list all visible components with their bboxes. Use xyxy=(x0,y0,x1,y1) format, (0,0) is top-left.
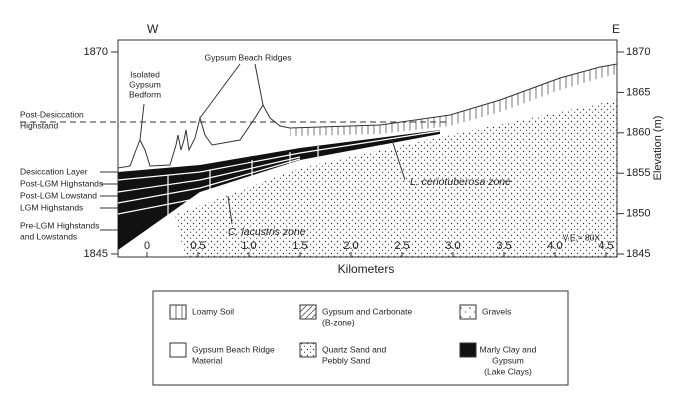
zone-label: C. lacustris zone xyxy=(228,226,306,238)
y-tick-label: 1845 xyxy=(84,248,108,260)
legend-label: Gravels xyxy=(482,306,511,316)
legend-label: Gypsum xyxy=(492,355,524,365)
east-label: E xyxy=(612,22,620,36)
y-tick-label: 1870 xyxy=(626,46,650,58)
x-tick-label: 4.5 xyxy=(598,240,613,252)
legend-label: (Lake Clays) xyxy=(484,366,532,376)
x-tick-label: 0.5 xyxy=(190,240,205,252)
ve-label: V.E.≈ 80X xyxy=(563,232,601,242)
x-tick-label: 1.0 xyxy=(241,240,256,252)
legend-label: Pebbly Sand xyxy=(322,355,370,365)
x-tick-label: 3.5 xyxy=(496,240,511,252)
x-tick-label: 4.0 xyxy=(547,240,562,252)
legend-swatch xyxy=(300,305,316,319)
x-tick-label: 3.0 xyxy=(445,240,460,252)
bedform-label: Gypsum xyxy=(129,79,161,89)
legend-label: Quartz Sand and xyxy=(322,344,387,354)
layer-label: Post-Desiccation xyxy=(20,109,84,119)
legend-swatch xyxy=(170,343,186,357)
legend-label: (B-zone) xyxy=(322,317,355,327)
x-tick-label: 2.5 xyxy=(394,240,409,252)
legend-swatch xyxy=(300,343,316,357)
layer-label: Post-LGM Highstands xyxy=(20,178,103,188)
diagram: W E Kilometers Elevation (m) Gypsum Beac… xyxy=(0,0,673,400)
layer-label: Highstand xyxy=(20,120,59,130)
ridges-label: Gypsum Beach Ridges xyxy=(205,52,292,62)
y-tick-label: 1870 xyxy=(84,46,108,58)
legend-label: Loamy Soil xyxy=(192,306,234,316)
legend-label: Gypsum and Carbonate xyxy=(322,306,413,316)
layer-label: Desiccation Layer xyxy=(20,166,88,176)
y-tick-label: 1865 xyxy=(626,86,650,98)
bedform-label: Isolated xyxy=(130,69,160,79)
y-tick-label: 1860 xyxy=(626,127,650,139)
legend-label: Material xyxy=(192,355,222,365)
legend-label: Marly Clay and xyxy=(480,344,537,354)
bedform-label: Bedform xyxy=(129,89,161,99)
zone-label: L. ceriotuberosa zone xyxy=(410,176,511,188)
layer-label: Pre-LGM Highstands xyxy=(20,220,99,230)
x-label: Kilometers xyxy=(338,262,395,276)
y-tick-label: 1850 xyxy=(626,208,650,220)
legend-swatch xyxy=(460,343,476,357)
west-label: W xyxy=(147,22,159,36)
y-tick-label: 1845 xyxy=(626,248,650,260)
legend-swatch xyxy=(460,305,476,319)
layer-label: Post-LGM Lowstand xyxy=(20,190,97,200)
legend-label: Gypsum Beach Ridge xyxy=(192,344,275,354)
legend-swatch xyxy=(170,305,186,319)
x-tick-label: 1.5 xyxy=(292,240,307,252)
x-tick-label: 0 xyxy=(144,240,150,252)
x-tick-label: 2.0 xyxy=(343,240,358,252)
layer-label: LGM Highstands xyxy=(20,202,83,212)
layer-label: and Lowstands xyxy=(20,231,77,241)
y-tick-label: 1855 xyxy=(626,167,650,179)
y-label: Elevation (m) xyxy=(652,116,664,181)
